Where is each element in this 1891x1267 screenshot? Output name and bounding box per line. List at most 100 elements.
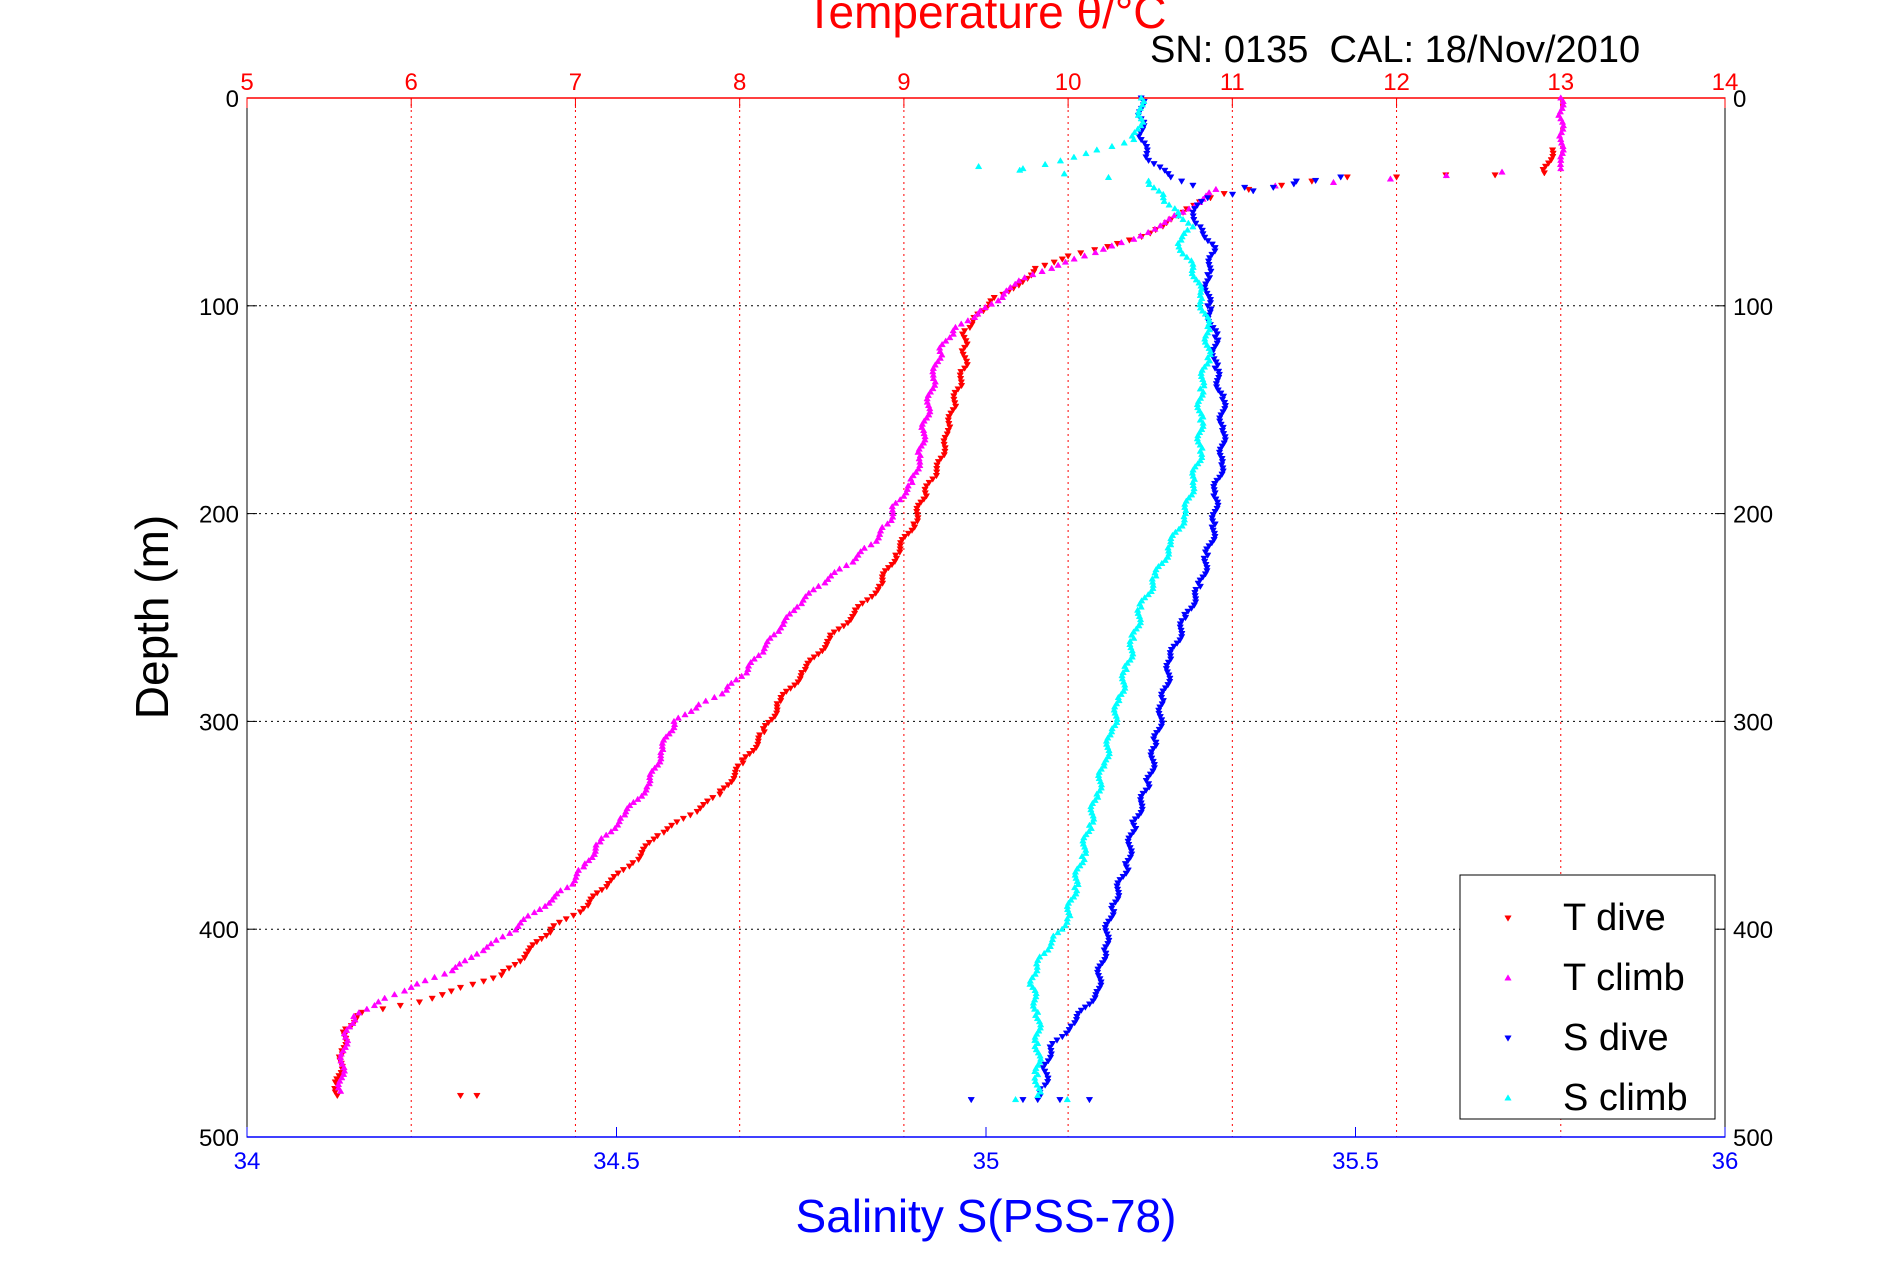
data-point <box>562 916 570 923</box>
data-point <box>1150 161 1158 168</box>
data-point <box>1078 859 1087 866</box>
data-point <box>1214 502 1222 509</box>
data-point <box>550 923 558 930</box>
data-point <box>1190 217 1198 224</box>
data-point <box>847 617 855 624</box>
data-point <box>850 610 859 618</box>
data-point <box>580 863 588 870</box>
data-point <box>1048 1041 1057 1048</box>
data-point <box>1113 886 1122 893</box>
data-point <box>1210 530 1219 538</box>
data-point <box>499 968 508 976</box>
data-point <box>732 766 740 773</box>
data-point <box>1200 382 1208 389</box>
data-point <box>1134 111 1142 118</box>
data-point <box>702 697 710 704</box>
data-point <box>1026 980 1034 987</box>
data-point <box>1126 845 1134 852</box>
data-point <box>355 1009 363 1016</box>
data-point <box>949 407 957 414</box>
data-point <box>722 686 731 693</box>
data-point <box>1138 806 1146 814</box>
data-point <box>738 757 747 764</box>
data-point <box>379 1006 387 1013</box>
data-point <box>1077 1007 1085 1014</box>
data-point <box>840 623 848 630</box>
data-point <box>1111 721 1119 729</box>
data-point <box>1036 1088 1045 1095</box>
data-point <box>1126 854 1135 861</box>
data-point <box>809 586 818 593</box>
data-point <box>731 769 740 777</box>
data-point <box>428 995 436 1002</box>
data-point <box>1196 583 1204 591</box>
data-point <box>396 1002 404 1010</box>
data-point <box>824 575 832 582</box>
data-point <box>945 414 953 421</box>
data-point <box>607 828 615 835</box>
data-point <box>914 502 922 509</box>
data-point <box>1221 434 1229 441</box>
data-point <box>1205 293 1213 301</box>
temperature-tick-label: 10 <box>1055 69 1082 96</box>
data-point <box>1202 281 1210 288</box>
temperature-tick-label: 13 <box>1547 69 1574 96</box>
data-point <box>1137 810 1145 817</box>
legend-entry: S climb <box>1504 1077 1688 1119</box>
data-point <box>1124 838 1132 845</box>
data-point <box>1209 527 1217 534</box>
temperature-tick-label: 9 <box>897 69 910 96</box>
data-point <box>604 880 612 888</box>
data-point <box>506 929 514 936</box>
data-point <box>1211 334 1219 341</box>
data-point <box>766 634 774 641</box>
data-point <box>739 760 747 767</box>
data-point <box>381 994 389 1001</box>
data-point <box>1147 749 1156 756</box>
legend-entry: T dive <box>1504 897 1666 939</box>
points-layer <box>331 94 1568 1104</box>
data-point <box>1041 1061 1049 1068</box>
data-point <box>1152 739 1160 746</box>
data-point <box>920 496 928 503</box>
data-point <box>1155 707 1163 714</box>
data-point <box>524 948 533 955</box>
data-point <box>1152 730 1161 737</box>
legend-label: S dive <box>1563 1017 1669 1059</box>
data-point <box>548 896 556 903</box>
data-point <box>823 638 832 646</box>
data-point <box>759 726 767 733</box>
data-point <box>728 779 736 786</box>
data-point <box>1080 252 1089 259</box>
data-point <box>596 838 604 845</box>
data-point <box>1337 174 1345 181</box>
data-point <box>830 629 838 636</box>
data-point <box>1123 659 1131 666</box>
data-point <box>777 698 785 705</box>
data-point <box>796 676 804 683</box>
data-point <box>823 642 831 649</box>
data-point <box>541 902 549 909</box>
data-point <box>1164 682 1172 689</box>
data-point <box>1179 250 1187 257</box>
data-point <box>961 344 969 352</box>
data-point <box>637 853 645 860</box>
data-point <box>1149 768 1157 775</box>
data-point <box>801 666 809 674</box>
y-tick-label-left: 200 <box>199 502 239 529</box>
data-point <box>1060 170 1068 177</box>
data-point <box>1161 167 1169 175</box>
data-point <box>511 962 519 969</box>
data-point <box>524 912 532 919</box>
data-point <box>687 707 695 714</box>
data-point <box>1213 505 1221 513</box>
data-point <box>1150 733 1159 740</box>
data-point <box>805 589 813 596</box>
data-point <box>1031 1067 1039 1075</box>
data-point <box>563 883 571 891</box>
data-point <box>1161 685 1170 692</box>
data-point <box>1137 137 1145 144</box>
data-point <box>961 365 969 372</box>
data-point <box>1101 944 1110 951</box>
